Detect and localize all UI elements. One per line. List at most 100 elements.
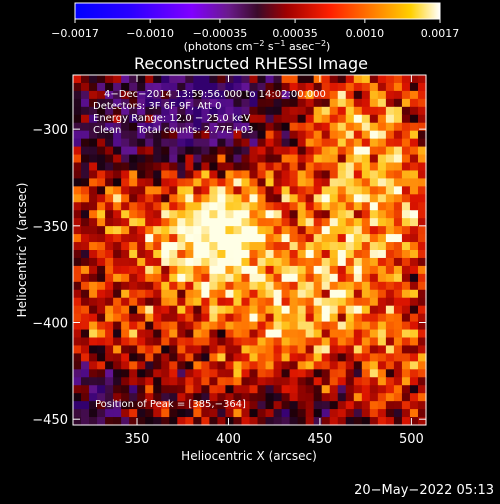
heatmap-cell (361, 178, 371, 187)
heatmap-cell (353, 154, 363, 164)
heatmap-cell (145, 170, 154, 179)
heatmap-cell (225, 257, 235, 267)
heatmap-cell (353, 401, 363, 410)
heatmap-cell (273, 385, 283, 394)
heatmap-cell (345, 329, 355, 339)
heatmap-cell (329, 305, 339, 315)
heatmap-cell (377, 321, 387, 331)
heatmap-cell (89, 162, 98, 172)
heatmap-cell (137, 162, 146, 172)
heatmap-cell (225, 138, 235, 148)
heatmap-cell (169, 114, 178, 124)
heatmap-cell (345, 393, 355, 402)
heatmap-cell (313, 250, 323, 259)
colorbar-unit-label: (photons cm−2 s−1 asec−2) (184, 39, 331, 53)
heatmap-cell (329, 130, 339, 140)
heatmap-cell (241, 281, 251, 291)
heatmap-cell (201, 409, 210, 418)
heatmap-cell (417, 106, 427, 116)
heatmap-cell (289, 82, 299, 92)
heatmap-cell (265, 218, 275, 227)
heatmap-cell (401, 353, 411, 362)
heatmap-cell (153, 313, 162, 323)
heatmap-cell (193, 210, 202, 219)
heatmap-cell (313, 202, 323, 211)
heatmap-cell (353, 337, 363, 347)
heatmap-cell (377, 417, 387, 426)
heatmap-cell (225, 377, 235, 386)
heatmap-cell (193, 377, 202, 386)
heatmap-cell (313, 265, 323, 275)
heatmap-cell (105, 409, 114, 418)
heatmap-cell (313, 170, 323, 179)
heatmap-cell (321, 122, 331, 132)
heatmap-cell (329, 138, 339, 148)
heatmap-cell (145, 321, 154, 331)
heatmap-cell (369, 178, 379, 187)
heatmap-cell (145, 337, 154, 347)
heatmap-cell (385, 345, 395, 354)
heatmap-cell (161, 265, 170, 275)
heatmap-cell (321, 234, 331, 243)
heatmap-cell (393, 361, 403, 370)
heatmap-cell (97, 417, 106, 426)
heatmap-cell (201, 321, 210, 331)
heatmap-cell (393, 130, 403, 140)
heatmap-cell (233, 337, 243, 347)
heatmap-cell (305, 210, 315, 219)
heatmap-cell (177, 178, 186, 187)
heatmap-cell (257, 90, 267, 100)
heatmap-cell (177, 130, 186, 140)
heatmap-cell (345, 313, 355, 323)
heatmap-cell (377, 210, 387, 219)
heatmap-cell (249, 337, 259, 347)
heatmap-cell (201, 369, 210, 378)
heatmap-cell (321, 250, 331, 259)
heatmap-cell (161, 130, 170, 140)
heatmap-cell (193, 178, 202, 187)
heatmap-cell (225, 361, 235, 370)
heatmap-cell (401, 297, 411, 307)
heatmap-cell (361, 234, 371, 243)
heatmap-cell (121, 194, 130, 203)
colorbar-tick-label: −0.00035 (193, 27, 248, 40)
heatmap-cell (185, 337, 194, 347)
heatmap-cell (313, 178, 323, 187)
heatmap-cell (257, 122, 267, 132)
heatmap-cell (329, 250, 339, 259)
heatmap-cell (89, 273, 98, 283)
heatmap-cell (185, 250, 194, 259)
heatmap-cell (393, 234, 403, 243)
heatmap-cell (81, 218, 90, 227)
heatmap-cell (177, 329, 186, 339)
heatmap-cell (369, 226, 379, 235)
heatmap-cell (393, 194, 403, 203)
heatmap-cell (81, 98, 90, 108)
heatmap-cell (121, 273, 130, 283)
heatmap-cell (113, 393, 122, 402)
heatmap-cell (105, 90, 114, 100)
heatmap-cell (225, 369, 235, 378)
heatmap-cell (97, 329, 106, 339)
heatmap-cell (345, 186, 355, 195)
heatmap-cell (265, 401, 275, 410)
heatmap-cell (129, 289, 138, 299)
heatmap-cell (129, 377, 138, 386)
heatmap-cell (209, 257, 219, 267)
heatmap-cell (297, 321, 307, 331)
heatmap-cell (409, 106, 419, 116)
heatmap-cell (393, 218, 403, 227)
heatmap-cell (153, 321, 162, 331)
heatmap-cell (249, 106, 259, 116)
heatmap-cell (169, 417, 178, 426)
heatmap-cell (305, 218, 315, 227)
heatmap-cell (137, 417, 146, 426)
heatmap-cell (417, 98, 427, 108)
heatmap-cell (209, 273, 219, 283)
heatmap-cell (369, 273, 379, 283)
heatmap-cell (73, 242, 82, 251)
heatmap-cell (137, 257, 146, 267)
heatmap-cell (185, 98, 194, 108)
heatmap-cell (73, 313, 82, 323)
heatmap-cell (145, 242, 154, 251)
